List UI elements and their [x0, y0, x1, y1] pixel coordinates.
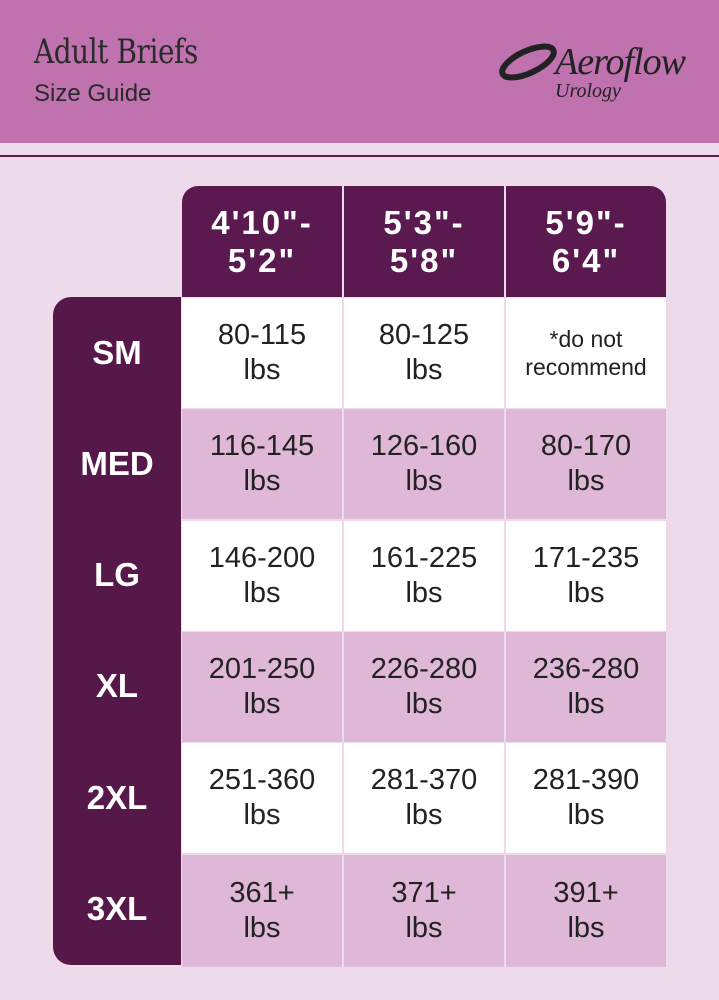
swoosh-icon	[499, 43, 557, 81]
weight-cell: 126-160 lbs	[344, 409, 504, 520]
weight-cell: 161-225 lbs	[344, 520, 504, 631]
header-banner: Adult Briefs Size Guide Aeroflow Urology	[0, 0, 719, 143]
weight-cell: 371+ lbs	[344, 854, 504, 967]
size-label: LG	[94, 556, 140, 594]
weight-cell: 80-125 lbs	[344, 298, 504, 408]
column-header-height-3: 5'9"- 6'4"	[506, 186, 666, 297]
weight-cell: 116-145 lbs	[182, 409, 342, 520]
logo-subtitle: Urology	[555, 80, 621, 102]
weight-cell: 391+ lbs	[506, 854, 666, 967]
size-label: SM	[92, 333, 142, 371]
size-label: 2XL	[86, 778, 148, 816]
size-label: XL	[95, 667, 139, 705]
weight-cell: 251-360 lbs	[182, 743, 342, 854]
weight-cell: *do not recommend	[506, 298, 666, 408]
weight-cell: 146-200 lbs	[182, 520, 342, 631]
logo-name: Aeroflow	[555, 41, 686, 83]
weight-cell: 226-280 lbs	[344, 631, 504, 742]
aeroflow-logo: Aeroflow Urology	[495, 38, 695, 108]
weight-cell: 80-115 lbs	[182, 298, 342, 408]
page-title: Adult Briefs	[34, 32, 198, 72]
size-label: MED	[80, 444, 154, 482]
weight-cell: 281-370 lbs	[344, 743, 504, 854]
size-label: 3XL	[86, 890, 148, 927]
column-header-height-1: 4'10"- 5'2"	[182, 186, 342, 297]
page-subtitle: Size Guide	[34, 80, 152, 107]
weight-cell: 236-280 lbs	[506, 631, 666, 742]
size-column	[53, 297, 181, 965]
weight-cell: 281-390 lbs	[506, 743, 666, 854]
column-header-height-2: 5'3"- 5'8"	[344, 186, 504, 297]
weight-cell: 201-250 lbs	[182, 631, 342, 742]
weight-cell: 171-235 lbs	[506, 520, 666, 631]
weight-cell: 80-170 lbs	[506, 409, 666, 520]
divider	[0, 155, 719, 157]
weight-cell: 361+ lbs	[182, 854, 342, 967]
